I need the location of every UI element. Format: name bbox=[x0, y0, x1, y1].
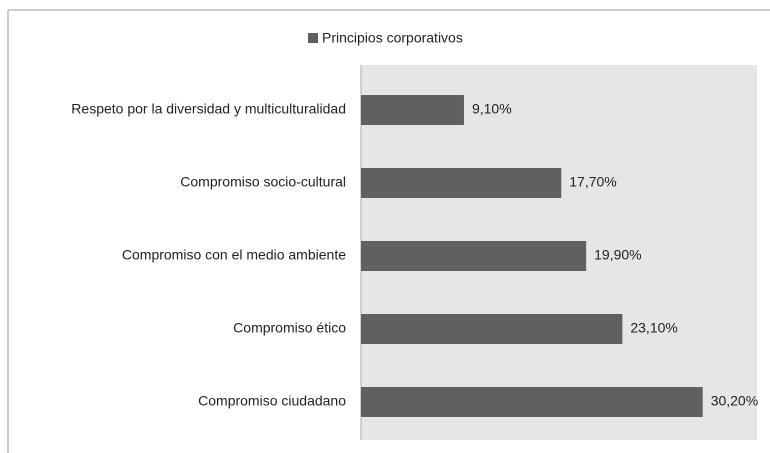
bar bbox=[361, 387, 703, 417]
y-tick-label: Compromiso socio-cultural bbox=[180, 174, 346, 190]
value-label: 23,10% bbox=[630, 320, 677, 336]
legend-label: Principios corporativos bbox=[322, 30, 463, 46]
bar bbox=[361, 241, 587, 271]
bar bbox=[361, 314, 623, 344]
y-tick-label: Respeto por la diversidad y multicultura… bbox=[71, 101, 346, 117]
value-label: 19,90% bbox=[594, 247, 641, 263]
y-tick-label: Compromiso ético bbox=[233, 320, 346, 336]
value-label: 30,20% bbox=[711, 393, 758, 409]
y-tick-label: Compromiso ciudadano bbox=[198, 393, 346, 409]
bar bbox=[361, 168, 562, 198]
value-label: 9,10% bbox=[472, 101, 512, 117]
value-label: 17,70% bbox=[569, 174, 616, 190]
legend-swatch bbox=[308, 33, 318, 43]
y-tick-label: Compromiso con el medio ambiente bbox=[122, 247, 346, 263]
bar bbox=[361, 95, 464, 125]
